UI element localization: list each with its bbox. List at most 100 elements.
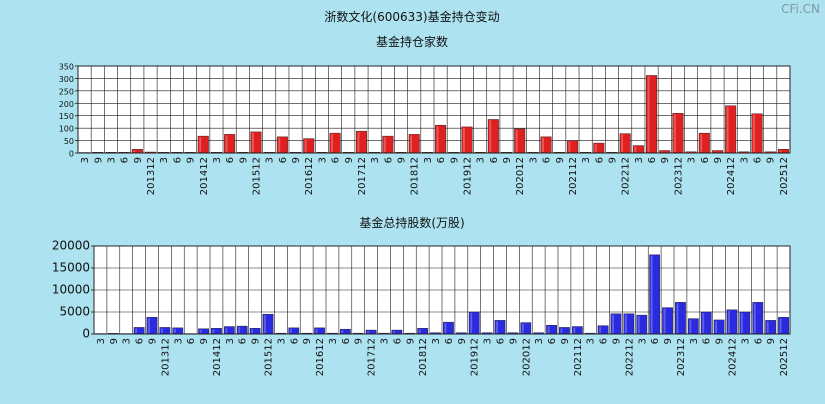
top-xtick-label: 9 — [186, 157, 197, 163]
top-bar-highlight — [727, 107, 729, 152]
bottom-xtick-label: 201412 — [212, 338, 223, 376]
bottom-xtick-label: 202112 — [573, 338, 584, 376]
top-xtick-label: 9 — [133, 157, 144, 163]
bottom-xtick-label: 3 — [586, 338, 597, 344]
top-xtick-label: 9 — [608, 157, 619, 163]
bottom-xtick-label: 3 — [122, 338, 133, 344]
top-ytick-label: 300 — [59, 75, 74, 84]
bottom-bar-highlight — [689, 320, 691, 333]
bottom-bar-highlight — [612, 315, 614, 333]
bottom-bar-highlight — [702, 313, 704, 333]
top-xtick-label: 202012 — [515, 157, 526, 195]
top-xtick-label: 3 — [687, 157, 698, 163]
bottom-bar-highlight — [561, 328, 563, 333]
bottom-bar-highlight — [251, 329, 253, 333]
bottom-bar-highlight — [367, 331, 369, 333]
top-xtick-label: 3 — [739, 157, 750, 163]
top-xtick-label: 3 — [423, 157, 434, 163]
top-xtick-label: 9 — [291, 157, 302, 163]
top-xtick-label: 9 — [555, 157, 566, 163]
top-xtick-label: 202512 — [779, 157, 790, 195]
bottom-bar-highlight — [200, 330, 202, 333]
bottom-bar-highlight — [238, 327, 240, 333]
bottom-bar-highlight — [548, 326, 550, 333]
top-xtick-label: 3 — [634, 157, 645, 163]
top-xtick-label: 9 — [713, 157, 724, 163]
top-chart-title: 基金持仓家数 — [376, 34, 448, 49]
bottom-xtick-label: 9 — [354, 338, 365, 344]
bottom-bar-highlight — [677, 303, 679, 333]
bottom-xtick-label: 9 — [508, 338, 519, 344]
bottom-xtick-label: 6 — [496, 338, 507, 344]
top-bar-highlight — [133, 150, 135, 152]
top-bar-highlight — [489, 120, 491, 152]
top-xtick-label: 6 — [172, 157, 183, 163]
top-xtick-label: 6 — [436, 157, 447, 163]
bottom-bar-highlight — [522, 324, 524, 333]
bottom-xtick-label: 201812 — [418, 338, 429, 376]
top-xtick-label: 6 — [383, 157, 394, 163]
bottom-bar-highlight — [225, 328, 227, 333]
bottom-bar-highlight — [715, 321, 717, 333]
bottom-xtick-label: 3 — [483, 338, 494, 344]
bottom-xtick-label: 6 — [547, 338, 558, 344]
bottom-xtick-label: 9 — [560, 338, 571, 344]
top-bar-highlight — [437, 126, 439, 152]
top-ytick-label: 250 — [59, 87, 74, 96]
bottom-bar-highlight — [754, 303, 756, 333]
top-bar-highlight — [648, 76, 650, 152]
bottom-xtick-label: 6 — [135, 338, 146, 344]
chart-main-title: 浙数文化(600633)基金持仓变动 — [324, 9, 499, 24]
bottom-xtick-label: 6 — [444, 338, 455, 344]
top-xtick-label: 3 — [212, 157, 223, 163]
bottom-xtick-label: 9 — [148, 338, 159, 344]
top-xtick-label: 201312 — [146, 157, 157, 195]
bottom-xtick-label: 9 — [302, 338, 313, 344]
bottom-xtick-label: 202512 — [779, 338, 790, 376]
top-xtick-label: 6 — [753, 157, 764, 163]
top-xtick-label: 6 — [542, 157, 553, 163]
top-xtick-label: 202212 — [621, 157, 632, 195]
bottom-xtick-label: 201612 — [315, 338, 326, 376]
bottom-xtick-label: 6 — [341, 338, 352, 344]
bottom-xtick-label: 3 — [328, 338, 339, 344]
bottom-xtick-label: 3 — [689, 338, 700, 344]
top-xtick-label: 6 — [331, 157, 342, 163]
top-xtick-label: 3 — [317, 157, 328, 163]
bottom-xtick-label: 202312 — [676, 338, 687, 376]
bottom-xtick-label: 201912 — [470, 338, 481, 376]
top-ytick-label: 0 — [69, 150, 74, 159]
top-xtick-label: 202112 — [568, 157, 579, 195]
bottom-bar-highlight — [148, 318, 150, 333]
top-bar-highlight — [357, 132, 359, 152]
top-xtick-label: 3 — [159, 157, 170, 163]
top-xtick-label: 202312 — [673, 157, 684, 195]
bottom-xtick-label: 3 — [534, 338, 545, 344]
top-xtick-label: 202412 — [726, 157, 737, 195]
top-xtick-label: 3 — [80, 157, 91, 163]
bottom-bar-highlight — [741, 313, 743, 333]
bottom-xtick-label: 9 — [251, 338, 262, 344]
bottom-xtick-label: 3 — [96, 338, 107, 344]
top-bar-highlight — [410, 135, 412, 152]
bottom-bar-highlight — [651, 256, 653, 333]
bottom-xtick-label: 9 — [612, 338, 623, 344]
bottom-bar-highlight — [573, 328, 575, 333]
bottom-xtick-label: 6 — [702, 338, 713, 344]
bottom-bar-highlight — [664, 309, 666, 333]
top-bar-highlight — [568, 142, 570, 152]
top-xtick-label: 201912 — [462, 157, 473, 195]
top-xtick-label: 3 — [581, 157, 592, 163]
top-ytick-label: 200 — [59, 100, 74, 109]
top-xtick-label: 201812 — [410, 157, 421, 195]
bottom-xtick-label: 3 — [173, 338, 184, 344]
top-bar-highlight — [278, 138, 280, 152]
top-bar-highlight — [674, 114, 676, 152]
bottom-bar-highlight — [767, 321, 769, 333]
bottom-bar-highlight — [445, 323, 447, 333]
bottom-xtick-label: 202212 — [624, 338, 635, 376]
bottom-xtick-label: 6 — [650, 338, 661, 344]
